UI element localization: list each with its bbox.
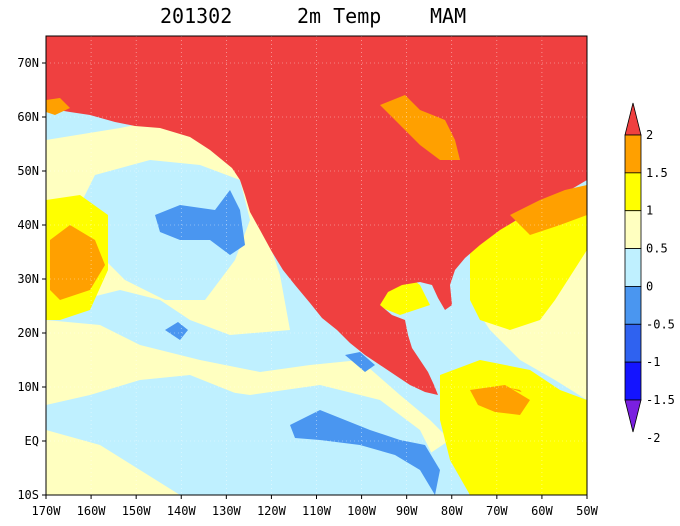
- colorbar-swatch: [624, 248, 642, 287]
- lon-tick-label: 140W: [167, 504, 197, 518]
- cool-blob-1: [155, 190, 245, 255]
- colorbar-label: 1: [646, 204, 653, 218]
- lon-tick-label: 170W: [32, 504, 62, 518]
- north-america-land: [46, 36, 587, 395]
- lat-tick-label: 70N: [17, 56, 39, 70]
- cool-blob-2: [165, 322, 188, 340]
- lat-tick-labels: 10S EQ 10N 20N 30N 40N 50N 60N 70N: [17, 56, 46, 502]
- colorbar-label: -0.5: [646, 317, 675, 331]
- colorbar-swatch: [624, 172, 642, 212]
- title-variable: 2m Temp: [297, 4, 382, 28]
- lon-tick-label: 80W: [441, 504, 463, 518]
- title-season: MAM: [430, 4, 467, 28]
- colorbar-swatch: [624, 134, 642, 174]
- orange-alaska-edge: [46, 98, 70, 115]
- lat-tick-label: 30N: [17, 272, 39, 286]
- colorbar-bottom-arrow: [624, 399, 642, 433]
- colorbar-label: 0.5: [646, 242, 668, 256]
- colorbar-label: 2: [646, 128, 653, 142]
- lon-tick-label: 70W: [486, 504, 508, 518]
- orange-south-america-land: [470, 385, 530, 415]
- lon-tick-label: 100W: [347, 504, 377, 518]
- yellow-region-east: [470, 200, 587, 330]
- lat-tick-label: EQ: [25, 434, 39, 448]
- title-date: 201302: [160, 4, 233, 28]
- grid-lines: [46, 36, 587, 495]
- lat-tick-label: 10N: [17, 380, 39, 394]
- colorbar-swatch: [624, 286, 642, 325]
- lon-tick-label: 50W: [576, 504, 598, 518]
- lon-tick-label: 60W: [531, 504, 553, 518]
- orange-region-west: [50, 225, 105, 300]
- lon-tick-label: 90W: [396, 504, 418, 518]
- colorbar-swatch: [624, 323, 642, 363]
- colorbar-label: -2: [646, 431, 660, 445]
- lat-tick-label: 10S: [17, 488, 39, 502]
- pale-yellow-region-south: [46, 430, 180, 495]
- map-title: 201302 2m Temp MAM: [0, 4, 680, 34]
- colorbar: 2 1.5 1 0.5 0 -0.5 -1 -1.5 -2: [624, 102, 675, 445]
- lon-tick-label: 120W: [257, 504, 287, 518]
- lat-tick-label: 50N: [17, 164, 39, 178]
- colorbar-label: 0: [646, 279, 653, 293]
- lat-tick-label: 20N: [17, 326, 39, 340]
- lon-tick-label: 150W: [122, 504, 152, 518]
- lat-tick-label: 40N: [17, 218, 39, 232]
- south-america-land: [440, 385, 587, 495]
- lon-tick-label: 110W: [302, 504, 332, 518]
- colorbar-label: -1.5: [646, 393, 675, 407]
- lon-tick-label: 160W: [77, 504, 107, 518]
- orange-east-coast: [510, 185, 587, 235]
- colorbar-label: 1.5: [646, 166, 668, 180]
- orange-labrador: [380, 95, 460, 160]
- colorbar-swatch: [624, 361, 642, 401]
- colorbar-top-arrow: [624, 102, 642, 136]
- lat-tick-label: 60N: [17, 110, 39, 124]
- colorbar-label: -1: [646, 355, 660, 369]
- cool-region-east-pacific: [180, 385, 440, 495]
- colorbar-swatch: [624, 210, 642, 249]
- lon-tick-label: 130W: [212, 504, 242, 518]
- cool-blob-4: [345, 352, 375, 372]
- lon-tick-labels: 170W 160W 150W 140W 130W 120W 110W 100W 90W 80W 70…: [32, 495, 599, 518]
- cool-blob-3: [290, 410, 440, 495]
